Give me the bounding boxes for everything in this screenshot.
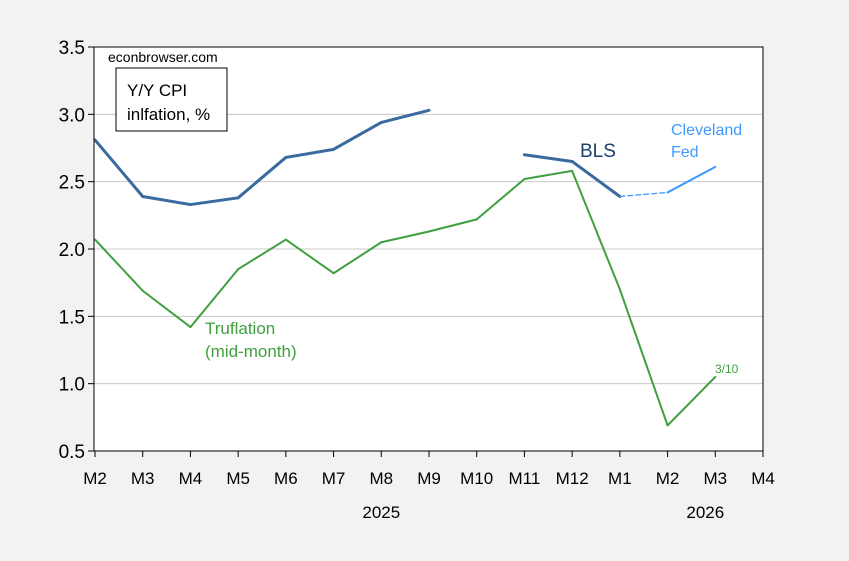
series-segment-truflation (523, 169, 574, 180)
year-label: 2025 (362, 503, 400, 522)
x-tick-label: M11 (509, 469, 541, 488)
y-tick-label: 2.5 (59, 173, 85, 194)
series-segment-truflation (94, 238, 144, 292)
x-tick-label: M2 (83, 469, 107, 488)
series-segment-truflation (380, 230, 430, 244)
series-segment-bls (236, 155, 288, 200)
watermark: econbrowser.com (108, 49, 218, 65)
y-tick-label: 2.0 (59, 240, 85, 261)
x-tick-label: M3 (131, 469, 155, 488)
series-label: Truflation (205, 319, 275, 338)
series-label: BLS (580, 141, 616, 162)
x-tick-label: M6 (274, 469, 298, 488)
x-tick-label: M10 (460, 469, 493, 488)
series-segment-bls (284, 147, 336, 159)
x-tick-label: M8 (369, 469, 393, 488)
x-tick-label: M3 (703, 469, 727, 488)
series-segment-truflation (666, 375, 717, 427)
y-tick-label: 0.5 (59, 442, 85, 463)
series-label: Fed (671, 144, 699, 161)
y-tick-label: 3.5 (59, 38, 85, 59)
series-segment-truflation (428, 218, 478, 233)
annotation: 3/10 (715, 362, 739, 376)
y-tick-label: 3.0 (59, 105, 85, 126)
series-segment-truflation (475, 177, 526, 221)
series-label: Cleveland (671, 122, 742, 139)
series-segment-bls (570, 159, 622, 198)
series-segment-truflation (237, 238, 287, 271)
series-label: (mid-month) (205, 342, 297, 361)
x-tick-label: M4 (751, 469, 775, 488)
series-segment-bls (141, 194, 192, 207)
series-segment-bls (332, 120, 383, 151)
title-box (115, 67, 228, 132)
series-segment-truflation (571, 169, 621, 291)
x-tick-label: M4 (179, 469, 203, 488)
series-segment-truflation (618, 288, 669, 427)
series-segment-truflation (189, 268, 240, 329)
series-segment-bls (379, 108, 431, 124)
series-segment-bls (188, 196, 240, 207)
x-tick-label: M7 (322, 469, 346, 488)
series-segment-truflation (332, 241, 383, 275)
x-tick-label: M12 (556, 469, 589, 488)
x-tick-label: M5 (226, 469, 250, 488)
x-tick-label: M2 (656, 469, 680, 488)
y-tick-label: 1.5 (59, 307, 85, 328)
chart-title: Y/Y CPI (127, 81, 187, 100)
series-segment-bls (93, 138, 145, 198)
x-tick-label: M9 (417, 469, 441, 488)
series-segment-truflation (284, 238, 335, 275)
x-tick-label: M1 (608, 469, 632, 488)
chart-title: inlfation, % (127, 105, 210, 124)
plot-border (93, 46, 764, 452)
series-segment-cleveland (619, 191, 669, 198)
series-segment-cleveland (666, 165, 717, 194)
series-segment-bls (522, 153, 574, 163)
series-segment-truflation (141, 289, 192, 329)
year-label: 2026 (686, 503, 724, 522)
y-tick-label: 1.0 (59, 375, 85, 396)
